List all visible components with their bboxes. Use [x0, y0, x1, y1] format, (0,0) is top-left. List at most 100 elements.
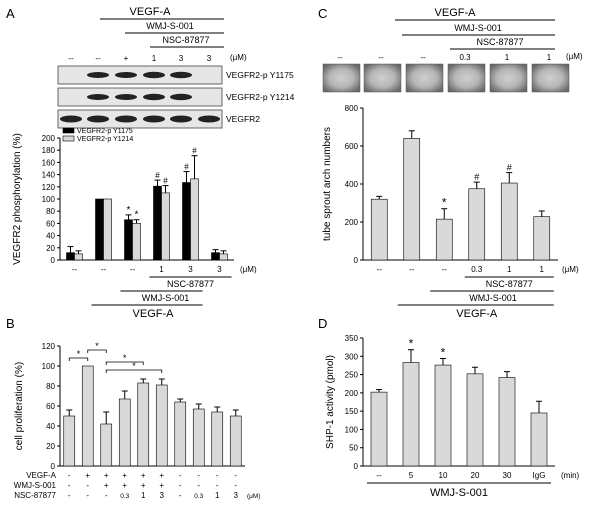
chart-d-xtick-label: -- — [376, 471, 382, 480]
chart-a-ytick-label: 80 — [46, 207, 55, 216]
chart-a-mark: # — [155, 171, 160, 180]
chart-a-bar — [211, 252, 220, 261]
chart-d-xlabel: WMJ-S-001 — [430, 487, 488, 499]
chart-b-bar — [155, 384, 168, 467]
chart-a-mark: # — [163, 177, 168, 186]
chart-b-row-cell: 0.3 — [120, 493, 129, 500]
chart-a-xtick-label: -- — [101, 265, 107, 274]
blot-a-lane-5: 3 — [179, 54, 184, 63]
chart-d-xtick-label: 5 — [409, 471, 414, 480]
chart-a-bar — [182, 182, 191, 261]
chart-c-bar — [500, 182, 518, 261]
chart-a-xtick-label: 3 — [217, 265, 222, 274]
tube-formation-images — [322, 63, 570, 93]
tube-image-5 — [489, 63, 528, 93]
tube-image-6 — [531, 63, 570, 93]
chart-b-sig-mark: * — [123, 353, 127, 363]
chart-c-ylabel: tube sprout arch numbers — [322, 127, 333, 241]
chart-a-bar — [66, 252, 75, 261]
chart-d-ytick-label: 150 — [345, 407, 359, 416]
chart-d-xtick-label: IgG — [533, 471, 546, 480]
chart-d-mark: * — [409, 337, 414, 351]
chart-a-ytick-label: 180 — [42, 146, 56, 155]
chart-c-xtick-label: -- — [442, 265, 448, 274]
chart-b-sig-bracket — [105, 361, 144, 365]
chart-b-row-cell: - — [105, 491, 108, 500]
tube-image-2 — [363, 63, 402, 93]
chart-b-row-cell: - — [68, 471, 71, 480]
chart-a-legend-swatch — [62, 127, 75, 134]
tube-image-4 — [447, 63, 486, 93]
chart-b-row-cell: - — [86, 491, 89, 500]
chart-b-row-cell: 1 — [141, 491, 146, 500]
chart-c-group-treatment: VEGF-A — [456, 308, 498, 320]
chart-b-row-cell: - — [86, 481, 89, 490]
blot-a-lane-1: -- — [68, 54, 74, 63]
chart-b-row-cell: + — [159, 471, 164, 480]
band-label-vegfr2: VEGFR2 — [226, 114, 260, 124]
chart-b-bar — [211, 411, 224, 467]
chart-a-legend-label: VEGFR2-p Y1175 — [77, 128, 133, 135]
chart-c-mark: * — [442, 196, 447, 210]
chart-b-bar — [118, 398, 131, 467]
band-label-y1214: VEGFR2-p Y1214 — [226, 92, 295, 102]
chart-b-bar — [229, 415, 242, 467]
chart-b-row-cell: - — [179, 471, 182, 480]
chart-a-group-treatment: VEGF-A — [133, 308, 175, 320]
chart-d-ytick-label: 250 — [345, 371, 359, 380]
panel-d-label: D — [318, 316, 327, 331]
chart-a-ylabel: VEGFR2 phosphorylation (%) — [12, 133, 23, 265]
c-head-drug: WMJ-S-001 — [454, 23, 502, 33]
chart-b-ytick-label: 40 — [46, 422, 55, 431]
chart-a-xtick-label: -- — [72, 265, 78, 274]
chart-d-ytick-label: 50 — [349, 444, 358, 453]
chart-c-xtick-label: 0.3 — [471, 265, 483, 274]
chart-a-bar — [124, 219, 133, 261]
chart-a-legend-label: VEGFR2-p Y1214 — [77, 136, 133, 143]
chart-a-xtick-label: 3 — [188, 265, 193, 274]
chart-d-bar — [370, 391, 388, 467]
chart-a-mark: * — [127, 205, 131, 216]
chart-a-mark: * — [135, 210, 139, 221]
chart-a-ytick-label: 40 — [46, 232, 55, 241]
chart-b-row-cell: + — [85, 471, 90, 480]
panel-c-header: VEGF-A WMJ-S-001 NSC-87877 (μM) -- -- --… — [337, 7, 583, 62]
c-lane-2: -- — [378, 53, 384, 62]
chart-c-ytick-label: 0 — [354, 256, 359, 265]
chart-c-unit: (μM) — [562, 265, 579, 274]
chart-b-sig-mark: * — [95, 341, 99, 351]
chart-b-row-cell: 3 — [234, 491, 239, 500]
chart-a-ytick-label: 160 — [42, 158, 56, 167]
chart-a-mark: # — [184, 163, 189, 172]
chart-b-row-cell: - — [216, 471, 219, 480]
chart-a-bar — [153, 185, 162, 261]
chart-d-mark: * — [441, 345, 446, 359]
chart-a-ytick-label: 20 — [46, 244, 55, 253]
chart-a-bar — [161, 192, 170, 261]
chart-c-bar — [403, 138, 421, 261]
chart-b-row-cell: - — [216, 481, 219, 490]
chart-c-ytick-label: 800 — [345, 104, 359, 113]
chart-b-ytick-label: 60 — [46, 402, 55, 411]
chart-d-xtick-label: 10 — [439, 471, 448, 480]
c-head-unit: (μM) — [566, 52, 583, 61]
chart-a-ytick-label: 0 — [51, 256, 56, 265]
chart-b-bar — [100, 423, 113, 467]
chart-c-bar — [468, 188, 486, 261]
chart-d-ytick-label: 300 — [345, 352, 359, 361]
chart-a-group-inhibitor: NSC-87877 — [167, 279, 214, 289]
chart-b-bar — [174, 401, 187, 467]
chart-c-xtick-label: -- — [409, 265, 415, 274]
chart-b-row-cell: + — [122, 481, 127, 490]
chart-c-xtick-label: -- — [377, 265, 383, 274]
chart-d-xtick-label: 20 — [471, 471, 480, 480]
blot-a-lane-4: 1 — [152, 54, 157, 63]
chart-d-ytick-label: 200 — [345, 389, 359, 398]
chart-c-ytick-label: 600 — [345, 142, 359, 151]
chart-b-ylabel: cell proliferation (%) — [14, 362, 25, 450]
chart-a: 0 20 40 60 80 100 120 140 160 180 200 VEGFR2 phosph… — [12, 127, 257, 320]
chart-a-bar — [190, 178, 199, 261]
chart-d-bar — [466, 373, 484, 467]
chart-b-bar — [63, 415, 76, 467]
